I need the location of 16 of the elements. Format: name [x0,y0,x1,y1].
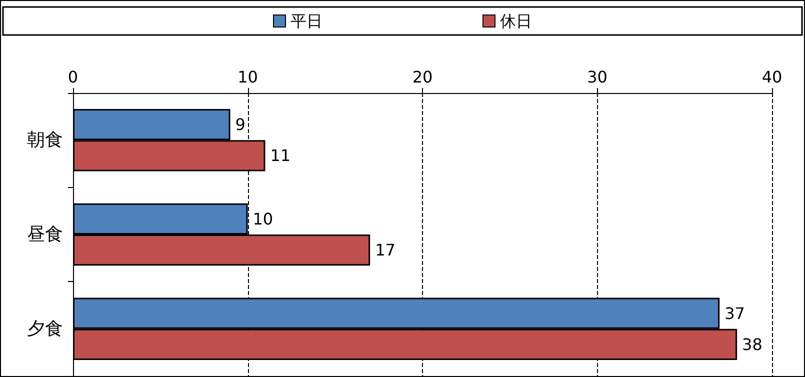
x-tick-label: 40 [762,68,782,86]
legend-label: 休日 [500,12,532,30]
data-label: 38 [742,334,762,354]
data-label: 9 [235,115,246,134]
x-tick-label: 0 [68,68,78,86]
x-tick-label: 30 [587,68,608,86]
y-tick-label: 朝食 [27,130,63,151]
data-label: 10 [252,209,274,228]
y-tick-label: 夕食 [27,318,63,340]
data-label: 17 [375,240,396,260]
x-tick-label: 10 [238,68,258,86]
x-tick-label: 20 [412,68,433,86]
y-tick-label: 昼食 [27,224,63,245]
data-label: 11 [270,146,291,166]
data-label: 37 [724,304,745,323]
legend-label: 平日 [290,12,322,30]
